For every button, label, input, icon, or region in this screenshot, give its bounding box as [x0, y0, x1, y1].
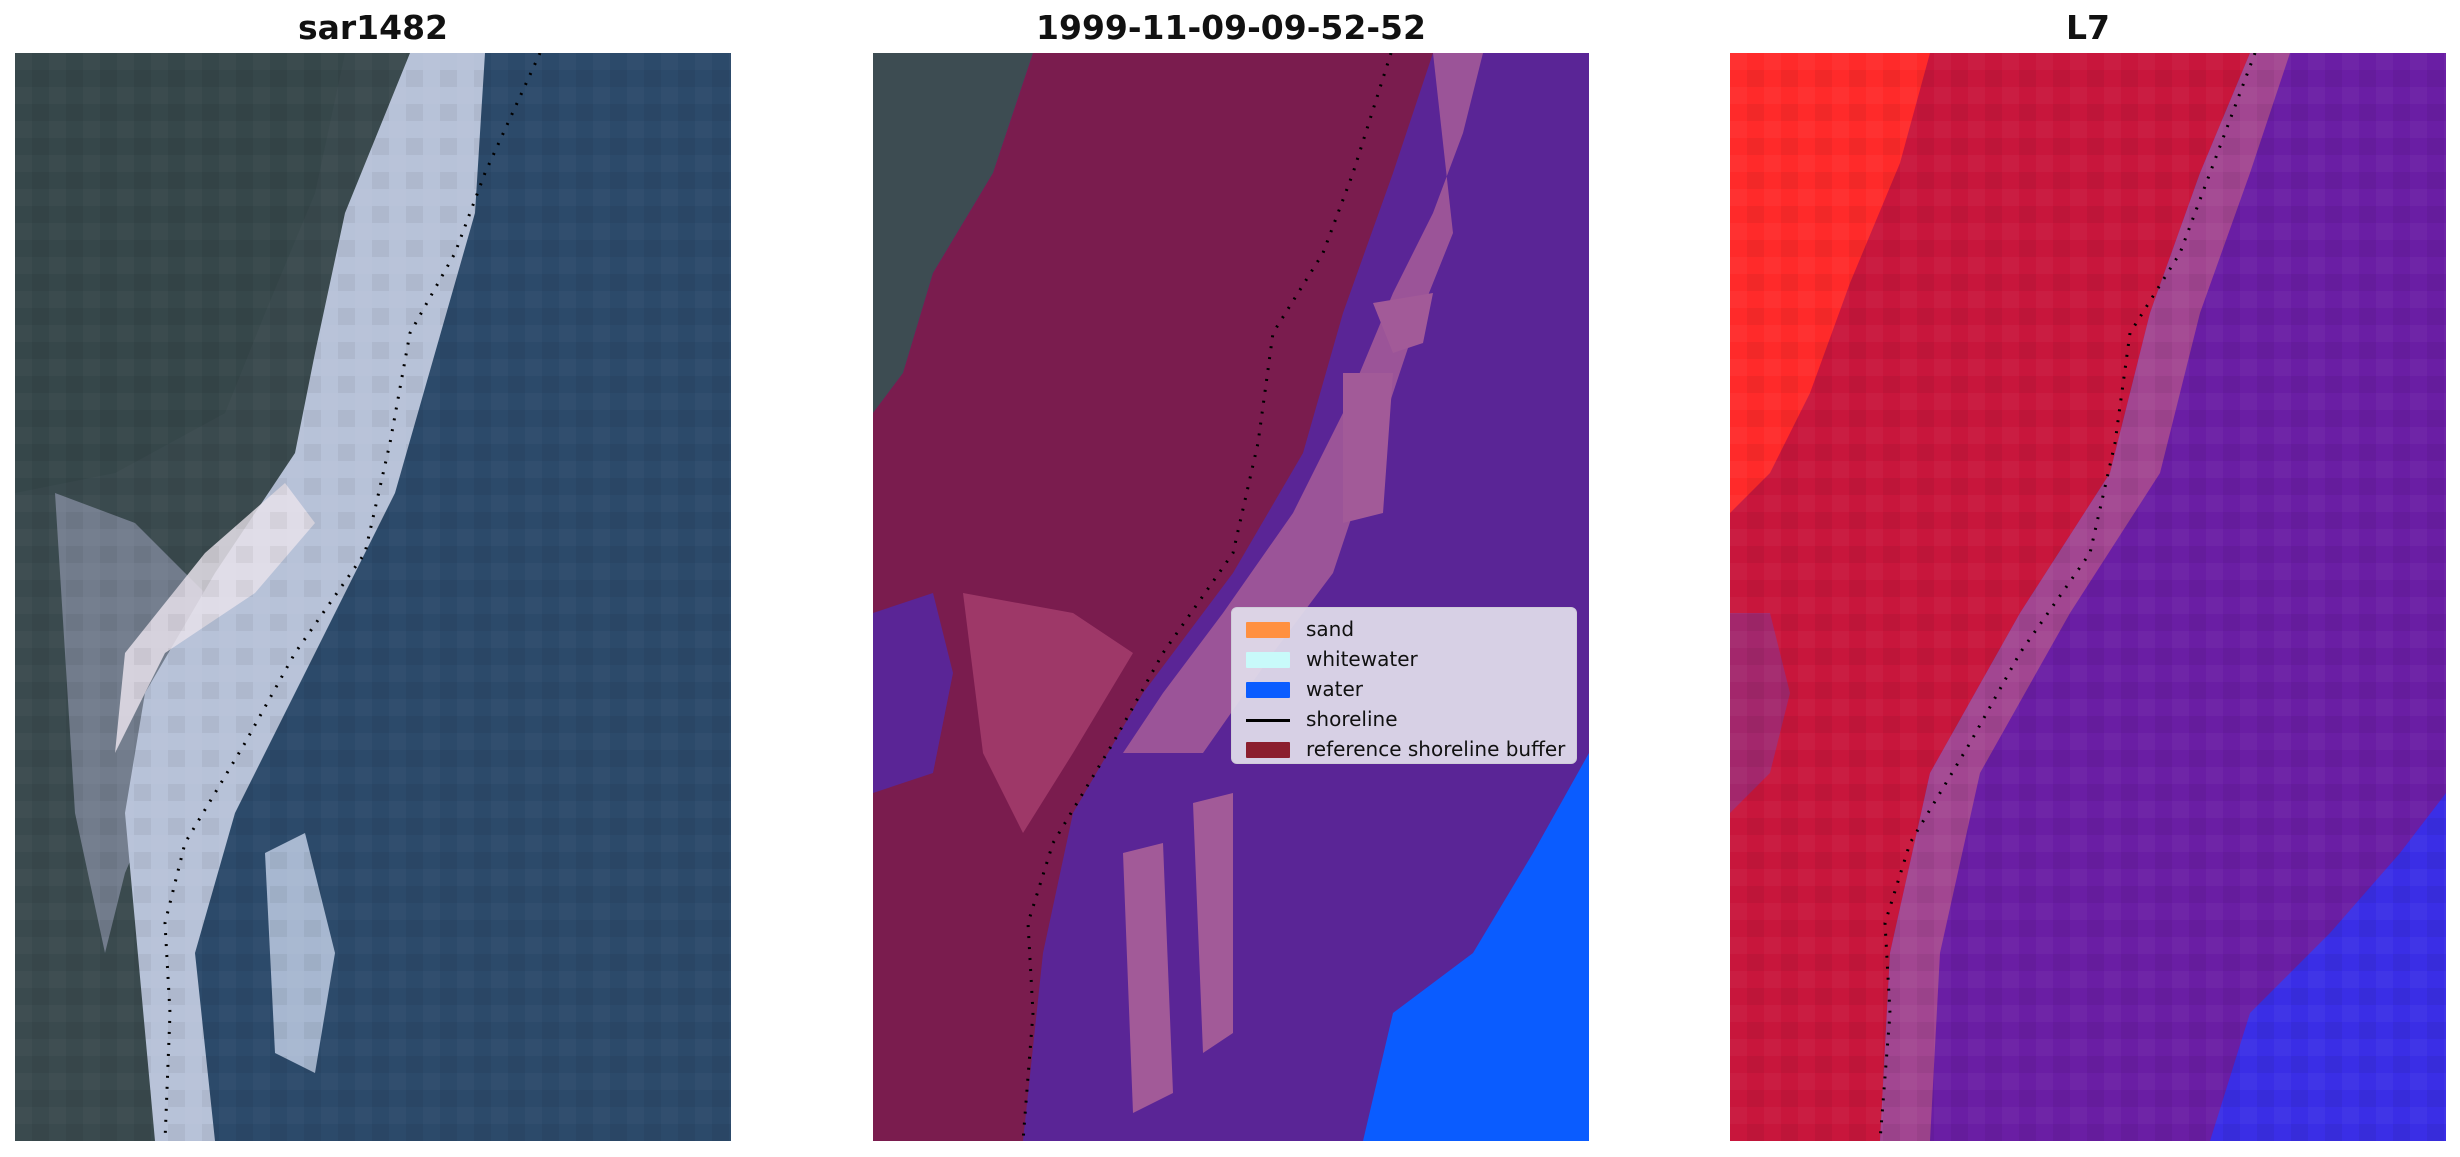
- index-image: [1730, 53, 2446, 1141]
- legend-item-sand: sand: [1240, 614, 1568, 644]
- panel-classification: 1999-11-09-09-52-52: [873, 0, 1589, 1157]
- panel-index: L7: [1730, 0, 2446, 1157]
- legend-item-shoreline: shoreline: [1240, 704, 1568, 734]
- beach-sand-overlay: [963, 593, 1133, 833]
- legend-label: water: [1306, 677, 1363, 701]
- panel-rgb: sar1482: [15, 0, 731, 1157]
- legend-label: shoreline: [1306, 707, 1398, 731]
- rgb-image: [15, 53, 731, 1141]
- shoreline: [1021, 53, 1393, 1141]
- buffer-region: [873, 53, 1433, 1141]
- whitewater-swatch: [1246, 652, 1290, 668]
- panel-title: sar1482: [297, 8, 449, 47]
- buffer-swatch: [1246, 742, 1290, 758]
- shoreline: [163, 53, 542, 1141]
- legend-label: whitewater: [1306, 647, 1418, 671]
- panel-title: L7: [2066, 8, 2110, 47]
- water-class-left: [873, 593, 953, 793]
- legend-label: sand: [1306, 617, 1355, 641]
- land-rgb-corner: [873, 53, 1033, 413]
- legend-item-water: water: [1240, 674, 1568, 704]
- sea-water: [1363, 753, 1589, 1141]
- legend-item-whitewater: whitewater: [1240, 644, 1568, 674]
- shoreline: [1878, 53, 2257, 1141]
- panel-title: 1999-11-09-09-52-52: [1036, 8, 1426, 47]
- whitewater-patches: [1123, 293, 1433, 1113]
- shoreline-swatch: [1246, 719, 1290, 722]
- sand-swatch: [1246, 622, 1290, 638]
- legend-item-reference-buffer: reference shoreline buffer: [1240, 734, 1568, 764]
- legend: sand whitewater water shoreline referenc…: [1231, 607, 1577, 764]
- classification-image: [873, 53, 1589, 1141]
- legend-label: reference shoreline buffer: [1306, 737, 1566, 761]
- water-swatch: [1246, 682, 1290, 698]
